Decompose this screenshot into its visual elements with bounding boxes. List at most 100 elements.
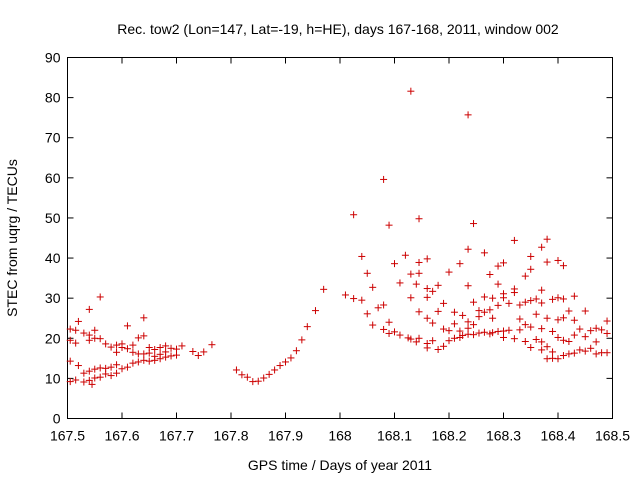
data-point [123, 322, 131, 330]
x-tick-label: 168.5 [595, 428, 630, 444]
data-point [107, 363, 115, 371]
data-point [440, 325, 448, 333]
data-point [156, 355, 164, 363]
data-point [480, 308, 488, 316]
data-point [450, 320, 458, 328]
data-point [173, 351, 180, 359]
data-point [415, 215, 423, 223]
y-tick-label: 70 [45, 130, 61, 146]
data-point [516, 315, 524, 323]
data-point [423, 344, 431, 352]
data-point [549, 348, 557, 356]
data-point [521, 321, 529, 329]
y-tick-label: 60 [45, 170, 61, 186]
data-point [162, 342, 170, 350]
data-point [72, 339, 80, 347]
data-point [576, 325, 584, 333]
data-point [559, 336, 567, 344]
data-point [598, 326, 606, 334]
data-point [287, 354, 295, 362]
data-point [145, 357, 153, 365]
x-tick-label: 168 [328, 428, 352, 444]
data-point [521, 298, 529, 306]
data-point [450, 308, 458, 316]
data-point [603, 317, 611, 325]
x-tick-label: 168.1 [377, 428, 412, 444]
data-point [538, 286, 546, 294]
data-point [129, 348, 137, 356]
data-point [129, 341, 137, 349]
x-tick-label: 168.3 [486, 428, 521, 444]
data-point [538, 243, 546, 251]
data-point [559, 295, 567, 303]
data-point [91, 374, 99, 382]
data-point [358, 296, 366, 304]
data-point [363, 310, 371, 318]
data-point [415, 258, 423, 266]
data-point [243, 373, 251, 381]
y-tick-label: 30 [45, 290, 61, 306]
data-point [429, 337, 437, 345]
data-point [429, 287, 437, 295]
data-point [358, 252, 366, 260]
data-point [464, 282, 472, 290]
data-point [459, 331, 467, 339]
data-point [445, 268, 453, 276]
x-tick-label: 168.2 [431, 428, 466, 444]
data-point [415, 269, 423, 277]
data-point [113, 341, 121, 349]
data-point [500, 259, 507, 267]
data-point [464, 111, 472, 119]
x-axis: 167.5 167.6 167.7 167.8 167.9 168 168.1 168.2 16… [50, 57, 630, 444]
data-point [66, 325, 74, 333]
data-point [429, 319, 437, 327]
data-point [581, 307, 589, 315]
data-point [74, 362, 82, 370]
data-point [145, 349, 153, 357]
data-point [412, 280, 420, 288]
data-point [88, 380, 96, 388]
data-point [238, 371, 246, 379]
data-point [66, 357, 74, 365]
data-point [178, 342, 186, 350]
data-point [480, 249, 488, 257]
data-point [341, 291, 349, 299]
data-point [194, 352, 202, 360]
data-point [592, 350, 600, 358]
data-point [516, 301, 524, 309]
data-point [118, 344, 126, 352]
data-point [527, 297, 535, 305]
data-point [538, 325, 546, 333]
data-point [440, 299, 448, 307]
data-point [510, 236, 518, 244]
data-point [423, 314, 431, 322]
data-point [480, 293, 488, 301]
data-point [532, 310, 540, 318]
y-tick-label: 0 [53, 411, 61, 427]
data-point [167, 352, 175, 360]
data-point [396, 279, 404, 287]
data-point [415, 334, 423, 342]
data-point [475, 307, 483, 315]
data-point [66, 378, 74, 386]
data-point [489, 329, 497, 337]
data-point [189, 348, 197, 356]
data-point [298, 336, 306, 344]
data-point [500, 327, 507, 335]
data-point [565, 307, 573, 315]
data-point [554, 294, 562, 302]
data-point [521, 272, 529, 280]
data-point [80, 369, 88, 377]
data-point [260, 374, 268, 382]
data-point [385, 329, 393, 337]
data-point [565, 350, 573, 358]
data-point [113, 348, 121, 356]
x-tick-label: 167.9 [268, 428, 303, 444]
chart-title: Rec. tow2 (Lon=147, Lat=-19, h=HE), days… [117, 21, 559, 37]
data-point [576, 346, 584, 354]
data-point [91, 365, 99, 373]
y-tick-label: 20 [45, 330, 61, 346]
data-point [423, 285, 431, 293]
data-point [107, 343, 115, 351]
data-point [494, 280, 502, 288]
